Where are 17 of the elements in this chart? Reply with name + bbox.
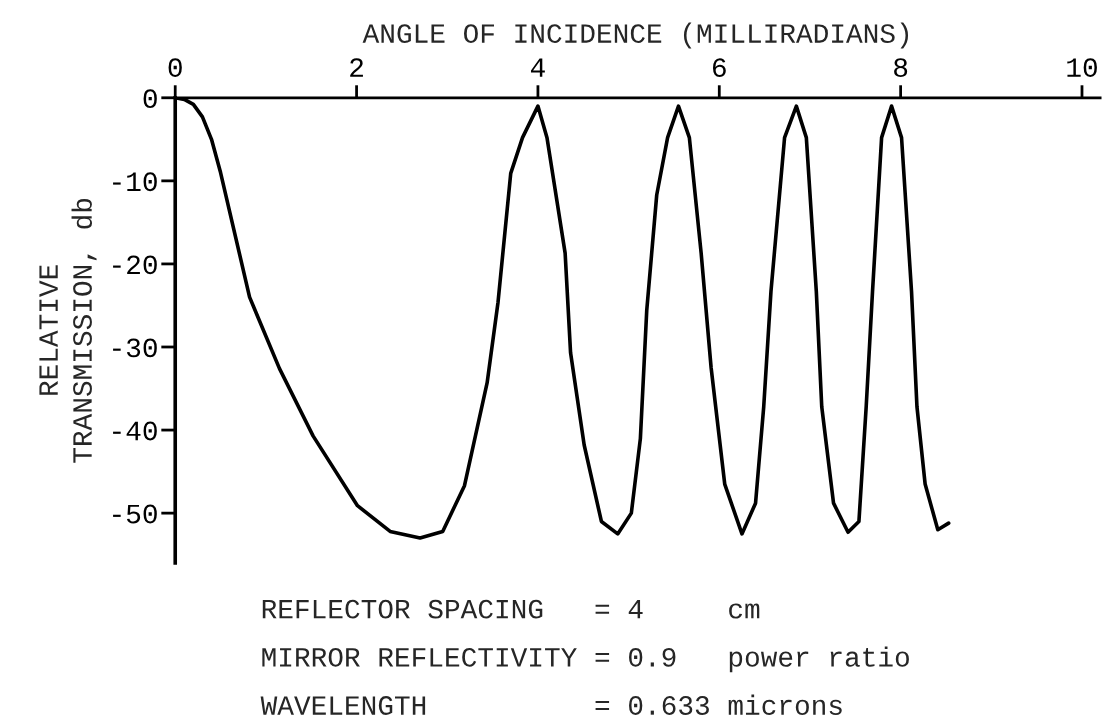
x-tick-label: 6 xyxy=(713,58,726,78)
x-axis-title: ANGLE OF INCIDENCE (MILLIRADIANS) xyxy=(362,22,909,49)
x-tick-label: 4 xyxy=(530,58,545,77)
text: MIRROR REFLECTIVITY = 0.9 power ratio xyxy=(262,646,909,673)
text: WAVELENGTH = 0.633 microns xyxy=(260,694,842,715)
y-tick-label: -40 xyxy=(113,421,157,441)
y-tick-label: -10 xyxy=(113,172,157,192)
x-tick-label: 0 xyxy=(168,58,182,78)
x-tick-label: 2 xyxy=(350,58,363,77)
y-tick-label: -30 xyxy=(113,338,157,358)
y-axis-title: RELATIVE TRANSMISSION, db xyxy=(39,198,97,463)
y-tick-label: 0 xyxy=(143,89,157,109)
y-tick-label: -20 xyxy=(113,255,157,275)
x-tick-label: 10 xyxy=(1067,58,1097,78)
text: REFLECTOR SPACING = 4 cm xyxy=(262,599,760,619)
x-tick-label: 8 xyxy=(894,58,908,78)
y-tick-label: -50 xyxy=(113,504,157,524)
